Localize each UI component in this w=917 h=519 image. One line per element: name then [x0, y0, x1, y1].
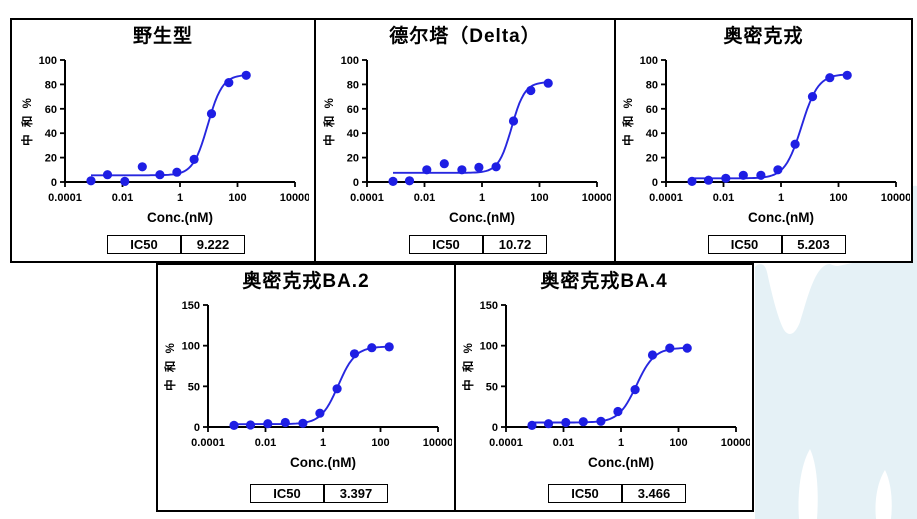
svg-text:1: 1 — [618, 437, 624, 449]
svg-text:中 和 %: 中 和 % — [163, 341, 177, 391]
svg-text:0.0001: 0.0001 — [48, 192, 82, 204]
svg-text:0.0001: 0.0001 — [489, 437, 523, 449]
chart-title: 奥密克戎BA.4 — [540, 271, 668, 292]
ic50-value-cell: 5.203 — [781, 235, 846, 254]
ic50-value-cell: 3.466 — [622, 484, 686, 503]
svg-text:1: 1 — [320, 437, 326, 449]
svg-text:10000: 10000 — [280, 192, 309, 204]
svg-text:0.0001: 0.0001 — [350, 192, 384, 204]
ic50-label-cell: IC50 — [107, 235, 181, 254]
svg-text:0: 0 — [353, 177, 359, 189]
chart-panel-wild-type: 野生型 0 20 40 60 80 100 0.0001 0.01 1 100 10000 Conc.… — [10, 18, 316, 263]
ic50-table: IC50 3.466 — [522, 484, 686, 503]
svg-text:0.0001: 0.0001 — [649, 192, 683, 204]
ic50-table: IC50 5.203 — [682, 235, 846, 254]
svg-text:中 和 %: 中 和 % — [20, 96, 34, 146]
ic50-value-cell: 3.397 — [324, 484, 388, 503]
svg-text:0.0001: 0.0001 — [191, 437, 225, 449]
svg-text:150: 150 — [182, 300, 200, 312]
dose-response-plot: 0 50 100 150 0.0001 0.01 1 100 10000 Conc.(nM) 中 和… — [163, 300, 452, 470]
ic50-label-cell: IC50 — [707, 235, 782, 254]
dose-response-plot: 0 20 40 60 80 100 0.0001 0.01 1 100 10000 Conc.(nM)… — [20, 55, 309, 225]
svg-text:100: 100 — [639, 55, 657, 67]
chart-title: 德尔塔（Delta） — [389, 26, 541, 47]
svg-text:1: 1 — [777, 192, 783, 204]
chart-panel-omicron-ba4: 奥密克戎BA.4 0 50 100 150 0.0001 0.01 1 100 10000 Con… — [454, 263, 754, 512]
svg-text:20: 20 — [347, 153, 359, 165]
dose-response-plot: 0 20 40 60 80 100 0.0001 0.01 1 100 10000 Conc.(nM)… — [621, 55, 910, 225]
svg-text:100: 100 — [829, 192, 847, 204]
svg-text:0.01: 0.01 — [255, 437, 276, 449]
svg-text:中 和 %: 中 和 % — [322, 96, 336, 146]
svg-text:80: 80 — [45, 79, 57, 91]
svg-text:50: 50 — [188, 381, 200, 393]
chart-title: 奥密克戎BA.2 — [242, 271, 370, 292]
svg-text:20: 20 — [645, 153, 657, 165]
svg-text:0: 0 — [194, 422, 200, 434]
svg-text:Conc.(nM): Conc.(nM) — [290, 455, 356, 470]
svg-text:10000: 10000 — [721, 437, 750, 449]
svg-text:40: 40 — [645, 128, 657, 140]
ic50-table: IC50 3.397 — [224, 484, 388, 503]
svg-text:100: 100 — [341, 55, 359, 67]
svg-text:20: 20 — [45, 153, 57, 165]
svg-text:Conc.(nM): Conc.(nM) — [588, 455, 654, 470]
ic50-table: IC50 10.72 — [383, 235, 547, 254]
svg-text:100: 100 — [669, 437, 687, 449]
svg-text:Conc.(nM): Conc.(nM) — [449, 210, 515, 225]
svg-text:中 和 %: 中 和 % — [621, 96, 635, 146]
dose-response-plot: 0 20 40 60 80 100 0.0001 0.01 1 100 10000 Conc.(nM)… — [322, 55, 611, 225]
svg-text:100: 100 — [530, 192, 548, 204]
svg-text:0: 0 — [51, 177, 57, 189]
svg-text:100: 100 — [182, 341, 200, 353]
ic50-label-cell: IC50 — [250, 484, 324, 503]
svg-text:40: 40 — [45, 128, 57, 140]
svg-text:40: 40 — [347, 128, 359, 140]
chart-title: 野生型 — [132, 26, 193, 47]
svg-text:0.01: 0.01 — [553, 437, 574, 449]
svg-text:100: 100 — [371, 437, 389, 449]
ic50-label-cell: IC50 — [548, 484, 622, 503]
svg-text:80: 80 — [347, 79, 359, 91]
svg-text:中 和 %: 中 和 % — [461, 341, 475, 391]
chart-panel-delta: 德尔塔（Delta） 0 20 40 60 80 100 0.0001 0.01 1 100 100… — [314, 18, 616, 263]
chart-panel-omicron: 奥密克戎 0 20 40 60 80 100 0.0001 0.01 1 100 10000 Conc… — [614, 18, 913, 263]
svg-text:60: 60 — [347, 104, 359, 116]
svg-text:50: 50 — [486, 381, 498, 393]
svg-text:0.01: 0.01 — [712, 192, 733, 204]
dose-response-plot: 0 50 100 150 0.0001 0.01 1 100 10000 Conc.(nM) 中 和… — [461, 300, 750, 470]
svg-text:Conc.(nM): Conc.(nM) — [748, 210, 814, 225]
svg-text:10000: 10000 — [582, 192, 611, 204]
svg-text:150: 150 — [480, 300, 498, 312]
svg-text:60: 60 — [645, 104, 657, 116]
svg-text:0.01: 0.01 — [112, 192, 133, 204]
svg-text:1: 1 — [479, 192, 485, 204]
svg-text:Conc.(nM): Conc.(nM) — [147, 210, 213, 225]
svg-text:100: 100 — [39, 55, 57, 67]
svg-text:0.01: 0.01 — [414, 192, 435, 204]
svg-text:60: 60 — [45, 104, 57, 116]
svg-text:1: 1 — [177, 192, 183, 204]
svg-text:0: 0 — [492, 422, 498, 434]
svg-text:100: 100 — [480, 341, 498, 353]
svg-text:100: 100 — [228, 192, 246, 204]
chart-title: 奥密克戎 — [723, 26, 804, 47]
ic50-table: IC50 9.222 — [81, 235, 245, 254]
svg-text:80: 80 — [645, 79, 657, 91]
svg-text:10000: 10000 — [423, 437, 452, 449]
svg-text:0: 0 — [651, 177, 657, 189]
svg-text:10000: 10000 — [880, 192, 909, 204]
ic50-value-cell: 9.222 — [181, 235, 245, 254]
ic50-label-cell: IC50 — [409, 235, 483, 254]
ic50-value-cell: 10.72 — [483, 235, 547, 254]
chart-panel-omicron-ba2: 奥密克戎BA.2 0 50 100 150 0.0001 0.01 1 100 10000 Con… — [156, 263, 456, 512]
